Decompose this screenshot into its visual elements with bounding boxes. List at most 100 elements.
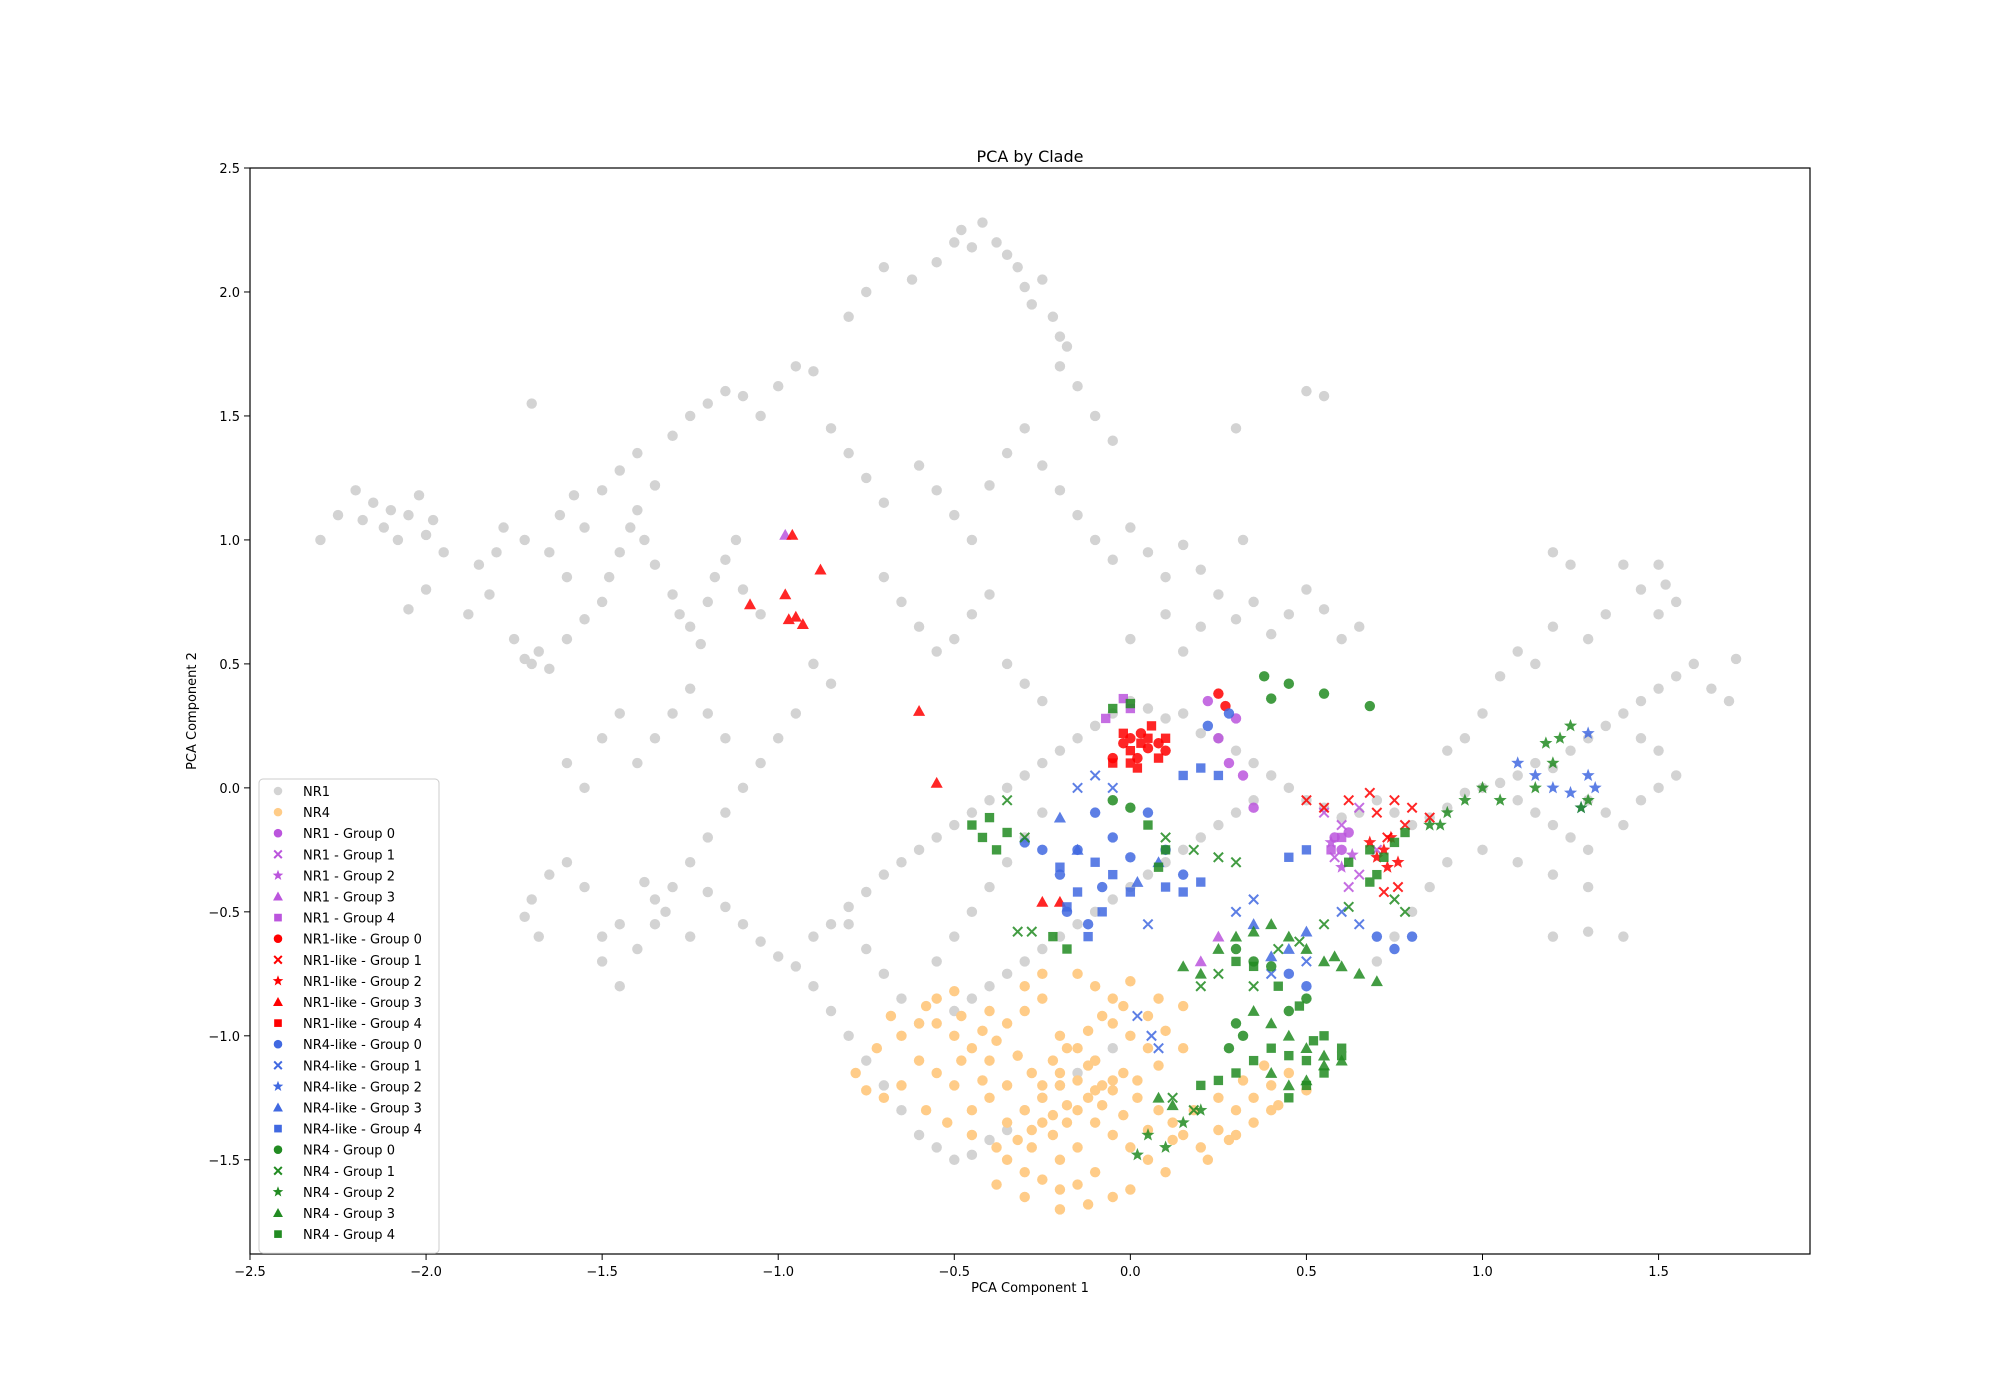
data-point [1054,1067,1066,1079]
data-point [1026,1142,1037,1153]
data-point [1265,1066,1278,1078]
data-point [561,757,573,769]
data-point [1143,820,1153,830]
data-point [1512,646,1523,657]
legend-label: NR4-like - Group 4 [303,1123,422,1138]
data-point [508,633,520,645]
data-point [1062,902,1072,912]
data-point [1125,887,1136,897]
legend-label: NR1 - Group 1 [303,848,395,863]
data-point [843,1030,854,1042]
data-point [984,881,995,893]
data-point [1019,980,1030,992]
data-point [1248,961,1259,972]
data-point [684,410,696,422]
data-point [1107,782,1119,794]
data-point [579,881,590,893]
data-point [1512,770,1523,781]
legend-label: NR4 - Group 2 [303,1186,395,1201]
data-point [1353,918,1365,930]
data-point [1284,852,1294,862]
data-point [755,410,766,422]
data-point [1054,1184,1066,1195]
data-point [1012,1050,1023,1061]
data-point [967,820,977,830]
legend: NR1 NR4 NR1 - Group 0 NR1 - Group 1 NR1 - Gr… [258,778,440,1254]
data-point [942,1117,953,1128]
data-point [473,559,485,570]
data-point [1037,807,1048,818]
data-point [755,757,766,769]
data-point [1202,720,1214,732]
data-point [1301,993,1312,1004]
legend-label: NR4 - Group 0 [303,1144,395,1159]
data-point [1177,844,1189,856]
data-point [1582,844,1594,856]
data-point [1459,787,1471,799]
data-point [1177,960,1190,972]
data-point [1600,720,1611,732]
data-point [1142,1010,1154,1022]
data-point [1037,993,1048,1004]
data-point [896,993,907,1004]
data-point [1335,860,1349,873]
data-point [1319,1068,1329,1078]
data-point [1141,1128,1155,1141]
data-point [1061,1117,1073,1128]
data-point [1582,633,1594,645]
data-point [1089,720,1101,732]
data-point [1364,787,1376,799]
data-point [1247,925,1260,937]
data-point [1213,819,1224,831]
data-point [1546,756,1560,769]
data-point [1424,881,1435,893]
series-nr1 [315,217,1742,1166]
data-point [1423,818,1437,831]
plot-area [315,217,1742,1215]
data-point [772,380,784,392]
data-point [984,1055,995,1066]
data-point [1618,819,1629,831]
y-tick-label: 2.5 [219,162,240,177]
data-point [790,961,802,972]
data-point [1284,1093,1294,1103]
data-point [1730,653,1742,665]
data-point [1317,955,1331,967]
data-point [332,509,344,521]
data-point [579,614,590,625]
data-point [1213,589,1224,600]
data-point [403,509,414,521]
data-point [1202,695,1214,707]
data-point [1125,802,1136,813]
data-point [1301,584,1312,595]
data-point [1512,795,1523,806]
data-point [984,812,995,823]
data-point [1458,793,1472,806]
data-point [1230,1018,1242,1029]
data-point [1300,1042,1313,1054]
data-point [1177,1000,1189,1012]
data-point [1213,1092,1224,1104]
data-point [709,571,721,583]
data-point [1266,1043,1276,1053]
legend-marker [273,1060,283,1070]
data-point [632,943,643,955]
data-point [991,237,1002,248]
data-point [991,1179,1002,1190]
data-point [977,832,988,843]
legend-label: NR4-like - Group 3 [303,1102,422,1117]
legend-label: NR1 [303,785,330,800]
data-point [720,385,731,397]
data-point [1283,1067,1295,1079]
data-point [1213,851,1224,863]
data-point [1142,703,1154,714]
data-point [1072,1179,1083,1190]
data-point [1177,1129,1189,1141]
data-point [931,485,942,496]
data-point [684,683,696,694]
data-point [1160,571,1171,583]
data-point [1229,930,1243,942]
data-point [966,993,978,1004]
data-point [1688,658,1700,670]
data-point [984,980,995,992]
